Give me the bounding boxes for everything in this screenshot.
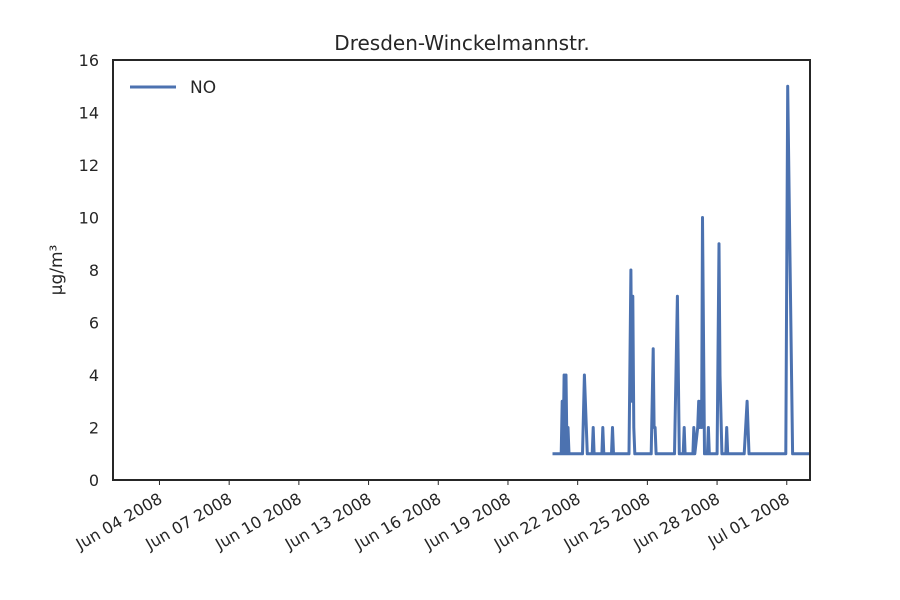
y-axis-ticks: 0 2 4 6 8 10 12 14 16 bbox=[79, 51, 99, 490]
y-axis-label: µg/m³ bbox=[47, 245, 67, 296]
y-tick-label: 16 bbox=[79, 51, 99, 70]
series-line-no bbox=[552, 84, 810, 456]
legend-label: NO bbox=[190, 78, 216, 98]
y-tick-label: 14 bbox=[79, 104, 99, 123]
y-tick-label: 8 bbox=[89, 261, 99, 280]
y-tick-label: 4 bbox=[89, 366, 99, 385]
series-layer bbox=[552, 84, 810, 456]
chart-title: Dresden-Winckelmannstr. bbox=[334, 31, 589, 55]
y-tick-label: 12 bbox=[79, 156, 99, 175]
y-tick-label: 0 bbox=[89, 471, 99, 490]
y-tick-label: 2 bbox=[89, 419, 99, 438]
legend: NO bbox=[130, 78, 216, 98]
y-tick-label: 6 bbox=[89, 314, 99, 333]
y-tick-label: 10 bbox=[79, 209, 99, 228]
plot-frame bbox=[112, 59, 811, 481]
